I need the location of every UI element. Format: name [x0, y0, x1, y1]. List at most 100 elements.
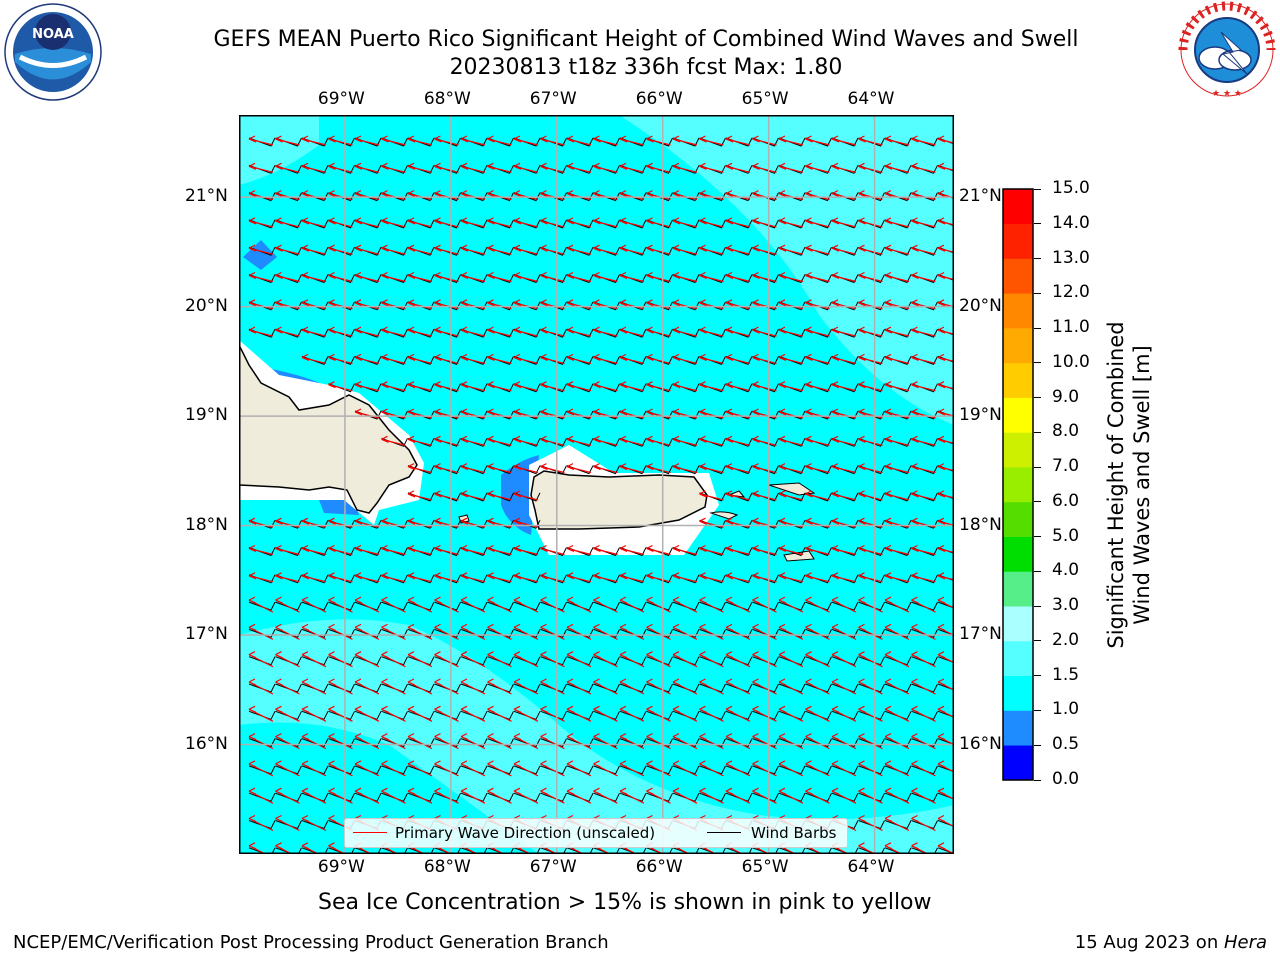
wave-arrow [672, 733, 698, 750]
wave-arrow [434, 623, 459, 640]
wind-barb [619, 765, 647, 775]
wave-arrow [699, 435, 724, 446]
wave-arrow [354, 572, 380, 583]
wave-arrow [805, 705, 830, 722]
wave-arrow [752, 544, 777, 556]
wave-arrow [619, 572, 645, 583]
wind-barb [248, 710, 276, 720]
wave-arrow [407, 162, 433, 173]
wave-arrow [752, 271, 777, 283]
wave-arrow [805, 623, 830, 640]
wind-barb [328, 656, 355, 666]
wind-barb [381, 847, 408, 854]
wave-arrow [407, 299, 433, 310]
noaa-logo-text: NOAA [32, 27, 74, 42]
wave-arrow [778, 651, 804, 668]
wave-arrow [911, 353, 936, 364]
wave-arrow [911, 733, 936, 750]
wave-arrow [566, 299, 592, 310]
wave-arrow [858, 271, 883, 283]
wind-barb [858, 847, 885, 854]
wave-arrow [937, 814, 954, 828]
wave-arrow [884, 760, 910, 777]
wave-arrow [937, 244, 954, 253]
wind-barb [884, 628, 912, 639]
wind-barb [566, 656, 594, 666]
wave-arrow [354, 623, 380, 640]
wind-barb [381, 710, 408, 720]
sea-ice-note: Sea Ice Concentration > 15% is shown in … [318, 890, 932, 915]
map-frame [239, 115, 954, 854]
wave-arrow [566, 435, 592, 446]
colorbar-label-line1: Significant Height of Combined [1104, 321, 1128, 649]
wind-barb [301, 820, 329, 830]
wave-arrow [540, 408, 565, 419]
wind-barb [937, 710, 954, 718]
colorbar-tick-label: 10.0 [1052, 351, 1090, 372]
wave-arrow [884, 544, 910, 556]
wave-arrow [672, 463, 698, 474]
wind-barb [778, 710, 806, 720]
wave-arrow [460, 760, 486, 777]
colorbar-tick-mark [1034, 362, 1041, 364]
wave-arrow [699, 596, 724, 613]
wave-arrow [540, 678, 565, 695]
wave-arrow [487, 435, 512, 446]
lat-tick-right: 20°N [959, 295, 1002, 316]
wave-arrow [778, 705, 804, 722]
wave-arrow [619, 760, 645, 777]
wave-arrow [487, 299, 512, 310]
wave-arrow [301, 733, 327, 750]
wind-barb [540, 710, 567, 720]
wave-arrow [699, 651, 724, 668]
wave-arrow [699, 217, 724, 228]
wave-arrow [460, 596, 486, 613]
wind-barb [248, 847, 276, 854]
wave-arrow [858, 244, 883, 255]
wave-arrow [275, 217, 300, 228]
wave-arrow [460, 244, 486, 255]
wave-arrow [301, 651, 327, 668]
wind-barb [778, 628, 806, 639]
wind-barb [593, 765, 620, 775]
wave-arrow [646, 244, 671, 255]
wave-arrow [275, 842, 294, 854]
colorbar-tick-label: 1.5 [1052, 664, 1080, 685]
wind-barb [487, 628, 514, 639]
wave-arrow [513, 162, 539, 173]
wave-arrow [725, 162, 751, 173]
wave-arrow [593, 435, 618, 446]
wind-barb [911, 792, 938, 802]
wave-arrow [540, 162, 565, 173]
wind-barb [805, 601, 832, 611]
wind-barb [328, 710, 355, 720]
wave-arrow [831, 623, 857, 640]
wave-arrow [672, 299, 698, 310]
wave-arrow [354, 651, 380, 668]
wind-barb [540, 792, 567, 802]
wave-arrow [619, 162, 645, 173]
wave-arrow [487, 217, 512, 228]
wave-arrow [407, 408, 433, 419]
wave-arrow [778, 678, 804, 695]
wave-arrow [619, 705, 645, 722]
colorbar-tick-mark [1034, 223, 1041, 225]
wave-arrow [805, 435, 830, 446]
wave-arrow [513, 244, 539, 255]
wind-barb [540, 847, 567, 854]
wave-arrow [593, 596, 618, 613]
wave-arrow [725, 244, 751, 255]
wave-arrow [407, 623, 433, 640]
wind-barb [275, 628, 302, 639]
wind-barb [805, 792, 832, 802]
wave-arrow [619, 596, 645, 613]
wave-arrow [884, 326, 910, 337]
wave-arrow [778, 623, 804, 640]
wave-arrow [513, 435, 539, 446]
wind-barb [937, 656, 954, 664]
wave-arrow [381, 353, 406, 364]
wave-arrow [831, 135, 857, 146]
wave-arrow [884, 705, 910, 722]
wind-barb [248, 683, 276, 693]
wave-arrow [487, 733, 512, 750]
